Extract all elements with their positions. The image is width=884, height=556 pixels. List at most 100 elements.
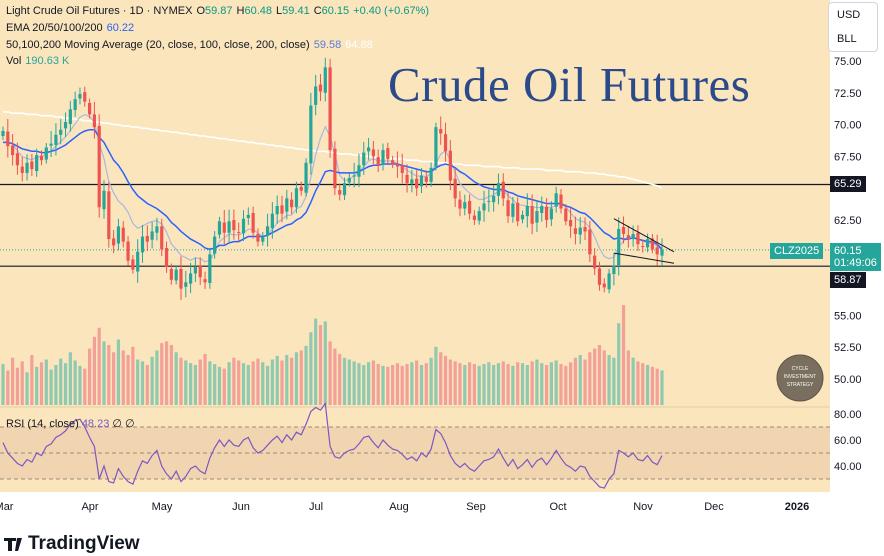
- volume-bar: [549, 362, 553, 405]
- volume-bar: [63, 363, 68, 405]
- volume-bar: [482, 364, 486, 405]
- currency-option-bll[interactable]: BLL: [837, 33, 857, 45]
- currency-menu[interactable]: USD BLL: [828, 2, 878, 52]
- ohlc-header: Light Crude Oil Futures · 1D · NYMEX O59.…: [6, 5, 433, 17]
- candle-body: [660, 249, 664, 256]
- volume-bar: [35, 366, 39, 405]
- volume-bar: [583, 359, 587, 405]
- candle-body: [169, 268, 173, 280]
- candle-body: [636, 232, 640, 245]
- volume-bar: [54, 365, 58, 405]
- volume-bar: [68, 352, 72, 405]
- ema-legend[interactable]: EMA 20/50/100/200 60.22: [6, 22, 138, 34]
- volume-bar: [237, 360, 241, 405]
- rsi-path: [2, 402, 663, 489]
- candle-body: [92, 114, 96, 128]
- candle-body: [213, 236, 217, 254]
- rsi-tick-label: 60.00: [834, 435, 862, 447]
- volume-value: 190.63 K: [25, 55, 70, 67]
- volume-bar: [554, 360, 558, 405]
- candle-body: [30, 161, 34, 170]
- volume-bar: [602, 350, 606, 405]
- volume-bar: [107, 345, 111, 405]
- volume-bar: [617, 323, 621, 405]
- volume-bar: [188, 363, 193, 405]
- volume-bar: [564, 365, 568, 405]
- volume-bar: [386, 366, 390, 405]
- wedge-lower-line: [613, 252, 675, 264]
- volume-legend[interactable]: Vol 190.63 K: [6, 55, 73, 67]
- candle-body: [448, 150, 452, 181]
- month-label: Nov: [633, 501, 653, 513]
- resistance-price-tag: 65.29: [830, 176, 866, 192]
- volume-bar: [131, 346, 135, 405]
- volume-bar: [626, 350, 630, 405]
- volume-bar: [578, 355, 582, 405]
- volume-bar: [121, 350, 125, 405]
- candle-body: [338, 190, 342, 195]
- high-value: 60.48: [244, 5, 273, 17]
- candle-body: [641, 246, 645, 248]
- volume-bar: [11, 357, 15, 405]
- tradingview-brand[interactable]: TradingView: [28, 533, 140, 554]
- volume-bar: [429, 357, 433, 405]
- rsi-line: [2, 402, 663, 489]
- price-tick-label: 55.00: [834, 310, 862, 322]
- volume-bar: [140, 361, 145, 405]
- candle-body: [501, 181, 505, 199]
- candle-body: [25, 162, 29, 173]
- close-label: C: [313, 5, 322, 17]
- volume-bar: [126, 355, 130, 405]
- ma-legend[interactable]: 50,100,200 Moving Average (20, close, 10…: [6, 39, 377, 51]
- candle-body: [11, 145, 15, 156]
- candle-body: [386, 148, 390, 159]
- candle-body: [280, 205, 284, 214]
- volume-bar: [256, 358, 260, 405]
- time-axis-background: [0, 492, 884, 522]
- close-value: 60.15: [321, 5, 350, 17]
- badge-line3: STRATEGY: [787, 382, 814, 388]
- symbol-tag: CLZ2025: [770, 243, 824, 259]
- candle-body: [227, 221, 231, 233]
- candle-body: [63, 122, 68, 129]
- price-tick-label: 75.00: [834, 56, 862, 68]
- volume-bar: [184, 360, 188, 405]
- currency-option-usd[interactable]: USD: [837, 9, 861, 21]
- volume-bar: [366, 362, 371, 405]
- candle-body: [285, 198, 289, 212]
- candle-body: [294, 188, 299, 208]
- candle-body: [68, 109, 72, 124]
- candle-body: [588, 229, 592, 255]
- volume-bar: [169, 345, 173, 405]
- ma-value-2: 64.88: [345, 39, 373, 51]
- rsi-value: 48.23: [81, 418, 110, 430]
- volume-bar: [381, 365, 385, 405]
- candle-body: [131, 259, 135, 270]
- ma-label: 50,100,200 Moving Average (20, close, 10…: [6, 39, 310, 51]
- volume-bar: [294, 352, 299, 405]
- candle-body: [429, 167, 433, 182]
- candle-body: [371, 149, 375, 157]
- volume-bar: [299, 350, 303, 405]
- candle-body: [631, 233, 635, 240]
- volume-bar: [501, 361, 505, 405]
- candle-body: [160, 226, 164, 250]
- candle-body: [20, 166, 24, 173]
- candle-body: [650, 238, 654, 250]
- rsi-extra: ∅ ∅: [112, 418, 135, 430]
- volume-bar: [39, 362, 44, 405]
- ma-value-1: 59.58: [313, 39, 342, 51]
- candle-body: [44, 147, 48, 160]
- candle-body: [232, 220, 236, 231]
- volume-bar: [612, 357, 616, 405]
- volume-bar: [83, 368, 87, 405]
- badge-circle: [776, 354, 824, 402]
- candle-body: [477, 211, 481, 221]
- volume-bar: [49, 369, 53, 405]
- candle-body: [564, 208, 568, 222]
- volume-bar: [1, 364, 5, 405]
- candle-body: [410, 179, 414, 184]
- volume-bar: [208, 361, 212, 405]
- rsi-legend[interactable]: RSI (14, close) 48.23 ∅ ∅: [6, 417, 135, 430]
